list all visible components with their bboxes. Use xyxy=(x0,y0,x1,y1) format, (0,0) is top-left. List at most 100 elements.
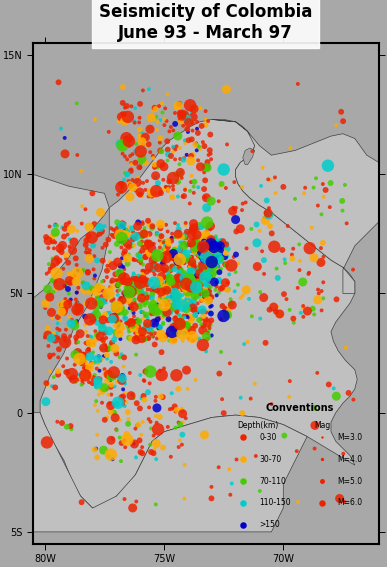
Point xyxy=(226,270,232,279)
Point xyxy=(110,276,116,285)
Point xyxy=(207,251,213,260)
Point xyxy=(138,257,144,266)
Point xyxy=(118,179,124,188)
Point xyxy=(128,102,135,111)
Point xyxy=(95,298,101,307)
Point xyxy=(239,205,245,214)
Point xyxy=(133,322,139,331)
Point xyxy=(200,252,206,261)
Point xyxy=(196,286,202,295)
Point xyxy=(190,246,197,255)
Point xyxy=(99,344,105,353)
Point xyxy=(203,266,209,275)
Point xyxy=(162,310,168,319)
Point xyxy=(302,183,308,192)
Point xyxy=(108,390,115,399)
Point xyxy=(120,239,127,248)
Point xyxy=(187,226,193,235)
Point xyxy=(142,324,148,333)
Point xyxy=(262,338,269,348)
Point xyxy=(147,302,153,311)
Point xyxy=(319,433,325,442)
Point xyxy=(197,289,203,298)
Point xyxy=(195,183,201,192)
Point xyxy=(102,324,108,333)
Point xyxy=(160,318,166,327)
Point xyxy=(124,155,130,164)
Point xyxy=(183,218,189,227)
Point xyxy=(108,312,114,321)
Point xyxy=(122,443,128,452)
Point xyxy=(115,302,121,311)
Point xyxy=(166,316,172,325)
Point xyxy=(123,229,129,238)
Point xyxy=(107,257,113,266)
Point xyxy=(208,239,214,248)
Point xyxy=(131,117,137,126)
Point xyxy=(240,433,247,442)
Point xyxy=(114,399,120,408)
Point xyxy=(196,243,202,252)
Point xyxy=(146,414,152,424)
Point xyxy=(129,297,135,306)
Point xyxy=(73,277,79,286)
Point xyxy=(133,274,139,284)
Point xyxy=(126,222,132,231)
Point xyxy=(168,332,175,341)
Point xyxy=(208,243,214,252)
Point xyxy=(202,247,209,256)
Point xyxy=(224,252,231,261)
Polygon shape xyxy=(212,120,378,294)
Point xyxy=(99,323,105,332)
Point xyxy=(272,173,278,182)
Point xyxy=(220,236,226,246)
Point xyxy=(132,317,139,326)
Point xyxy=(164,292,170,301)
Point xyxy=(164,145,171,154)
Point xyxy=(82,205,89,214)
Point xyxy=(172,293,178,302)
Point xyxy=(182,282,188,291)
Point xyxy=(159,284,165,293)
Point xyxy=(297,256,303,265)
Point xyxy=(188,238,195,247)
Point xyxy=(188,247,194,256)
Point xyxy=(78,268,84,277)
Point xyxy=(159,306,166,315)
Point xyxy=(144,230,150,239)
Point xyxy=(161,238,167,247)
Point xyxy=(200,288,207,297)
Point xyxy=(200,259,207,268)
Point xyxy=(318,258,324,267)
Point xyxy=(84,367,91,376)
Point xyxy=(198,297,204,306)
Point xyxy=(93,378,99,387)
Point xyxy=(50,329,57,338)
Point xyxy=(140,179,146,188)
Point xyxy=(104,345,110,354)
Point xyxy=(319,286,325,295)
Point xyxy=(185,291,191,300)
Point xyxy=(72,350,78,359)
Point xyxy=(95,358,101,367)
Point xyxy=(112,328,118,337)
Point xyxy=(215,252,221,261)
Point xyxy=(47,264,53,273)
Point xyxy=(99,354,105,363)
Point xyxy=(134,399,140,408)
Point xyxy=(208,255,214,264)
Point xyxy=(211,242,217,251)
Point xyxy=(152,329,158,338)
Point xyxy=(266,305,272,314)
Point xyxy=(96,229,103,238)
Point xyxy=(190,282,197,291)
Point xyxy=(203,308,209,317)
Point xyxy=(88,284,94,293)
Point xyxy=(143,253,149,262)
Point xyxy=(147,185,153,194)
Point xyxy=(191,224,197,233)
Point xyxy=(125,170,131,179)
Point xyxy=(128,282,135,291)
Point xyxy=(117,261,123,270)
Point xyxy=(164,137,170,146)
